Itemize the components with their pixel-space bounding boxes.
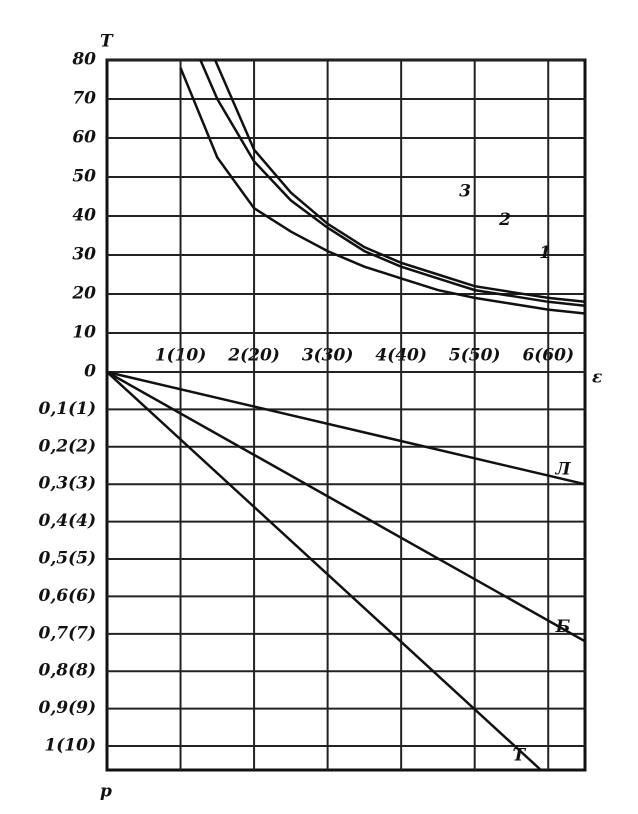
y-tick-label: 30 bbox=[72, 245, 96, 265]
line bbox=[106, 371, 542, 771]
y-tick-label: 10 bbox=[72, 323, 96, 343]
line bbox=[106, 370, 586, 643]
series-label: 2 bbox=[498, 210, 511, 230]
y-tick-label: 0,5(5) bbox=[39, 549, 97, 569]
plot-frame bbox=[105, 58, 587, 772]
y-tick-label: 1(10) bbox=[44, 736, 96, 756]
y-tick-label: 50 bbox=[72, 167, 96, 187]
y-tick-label: 0 bbox=[84, 362, 96, 382]
y-tick-label: 60 bbox=[72, 128, 96, 148]
y-tick-label: 0,2(2) bbox=[39, 436, 97, 456]
x-axis-label: ε bbox=[592, 368, 602, 388]
series-label: Л bbox=[554, 460, 571, 480]
y-axis-label: p bbox=[100, 782, 112, 802]
series-label: 1 bbox=[539, 243, 551, 263]
y-tick-label: 20 bbox=[71, 284, 96, 304]
y-tick-label: 40 bbox=[72, 206, 96, 226]
y-tick-label: 80 bbox=[71, 50, 96, 70]
y-axis-label: T bbox=[100, 32, 114, 52]
y-tick-label: 0,3(3) bbox=[39, 474, 97, 494]
series-label: Б bbox=[555, 617, 571, 637]
y-tick-label: 0,6(6) bbox=[39, 586, 97, 606]
y-tick-label: 0,9(9) bbox=[39, 698, 97, 718]
y-tick-label: 0,7(7) bbox=[39, 623, 97, 643]
line bbox=[106, 370, 586, 486]
series-label: 3 bbox=[459, 181, 471, 201]
series-label: Т bbox=[513, 746, 527, 766]
line bbox=[179, 67, 586, 315]
y-tick-label: 0,8(8) bbox=[39, 661, 97, 681]
line bbox=[199, 59, 586, 307]
y-tick-label: 0,1(1) bbox=[39, 399, 97, 419]
line bbox=[213, 59, 586, 304]
y-tick-label: 70 bbox=[72, 89, 96, 109]
y-tick-label: 0,4(4) bbox=[39, 511, 97, 531]
